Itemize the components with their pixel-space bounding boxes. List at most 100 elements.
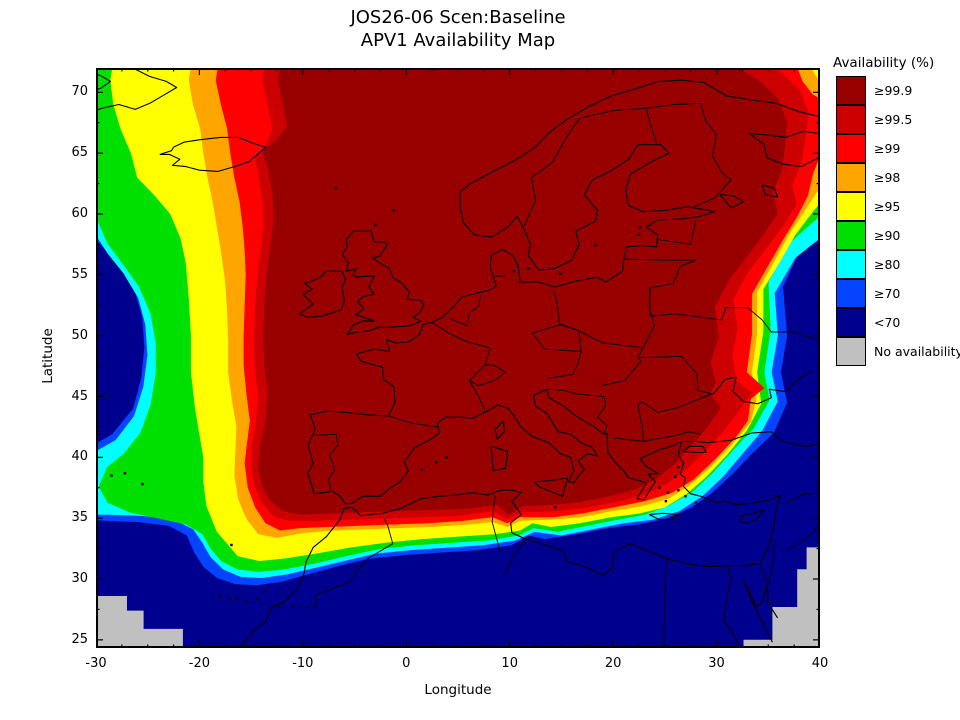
- island-mark: [637, 233, 641, 236]
- x-tick-label: 30: [708, 656, 725, 671]
- island-mark: [228, 597, 231, 600]
- legend-entry: ≥90: [833, 221, 934, 251]
- coastline: [743, 579, 779, 619]
- y-tick-label: 45: [71, 388, 88, 404]
- coastline: [606, 432, 682, 501]
- island-mark: [374, 223, 377, 227]
- country-border: [759, 563, 768, 586]
- legend-entries: ≥99.9 ≥99.5 ≥99 ≥98 ≥95 ≥90 ≥80 ≥70 <70 No availa…: [833, 76, 960, 367]
- island-mark: [684, 495, 687, 498]
- country-border: [650, 307, 819, 341]
- island-mark: [435, 461, 438, 464]
- legend-entry: ≥99: [833, 134, 934, 164]
- coastline: [534, 477, 569, 497]
- island-mark: [445, 456, 448, 459]
- legend-entry: ≥70: [833, 279, 934, 309]
- x-axis-label: Longitude: [424, 682, 492, 698]
- coastline: [723, 565, 741, 648]
- legend-entry: <70: [833, 308, 934, 338]
- country-border: [784, 492, 820, 505]
- island-mark: [256, 597, 259, 600]
- coastline: [96, 74, 112, 90]
- y-tick-label: 40: [71, 449, 88, 465]
- chart-title-line2: APV1 Availability Map: [360, 30, 556, 51]
- coastline: [307, 79, 820, 505]
- legend-label: ≥95: [874, 199, 901, 214]
- coastline: [490, 445, 509, 472]
- island-mark: [244, 600, 248, 604]
- island-mark: [694, 501, 698, 504]
- x-tick-label: 40: [811, 656, 829, 671]
- y-tick-label: 50: [71, 327, 88, 343]
- coastline: [681, 431, 820, 447]
- y-tick-label: 30: [71, 571, 88, 586]
- island-mark: [666, 491, 670, 494]
- legend-swatch: [836, 192, 866, 221]
- legend-entry: ≥99.9: [833, 76, 934, 106]
- island-mark: [141, 482, 144, 486]
- x-tick-label: 0: [402, 656, 411, 671]
- island-mark: [677, 465, 680, 469]
- island-mark: [420, 468, 423, 471]
- country-border: [504, 539, 526, 577]
- y-tick-label: 60: [71, 206, 88, 221]
- no-availability-region: [96, 596, 183, 648]
- island-mark: [594, 244, 597, 247]
- island-mark: [512, 269, 516, 273]
- island-mark: [677, 488, 680, 492]
- coastline: [682, 445, 707, 454]
- legend-entry: No availability: [833, 337, 960, 367]
- country-border: [552, 288, 655, 349]
- legend-title: Availability (%): [833, 55, 935, 71]
- x-tick-label: -10: [292, 656, 314, 671]
- country-border: [648, 259, 697, 317]
- legend-swatch: [836, 279, 866, 308]
- country-border: [693, 103, 732, 208]
- y-tick-label: 25: [71, 631, 88, 647]
- country-border: [623, 258, 696, 261]
- legend-entry: ≥98: [833, 163, 934, 193]
- legend-swatch: [836, 76, 866, 105]
- country-border: [314, 433, 339, 492]
- x-tick-label: 10: [501, 656, 518, 671]
- legend-swatch: [836, 250, 866, 279]
- country-border: [767, 540, 775, 586]
- legend-swatch: [836, 337, 866, 366]
- country-border: [523, 102, 702, 227]
- country-border: [614, 401, 644, 442]
- country-border: [449, 295, 482, 327]
- legend-label: ≥99.5: [874, 112, 913, 127]
- island-mark: [559, 272, 562, 275]
- legend: Availability (%) ≥99.9 ≥99.5 ≥99 ≥98 ≥95 ≥90 ≥…: [833, 55, 960, 367]
- coastline: [742, 579, 773, 643]
- y-tick-label: 70: [71, 84, 88, 100]
- coastline: [299, 270, 346, 318]
- country-border: [663, 559, 668, 646]
- country-border: [657, 220, 697, 245]
- legend-label: ≥90: [874, 228, 901, 243]
- country-border: [640, 397, 703, 413]
- legend-label: ≥80: [874, 257, 901, 272]
- x-tick-label: 20: [604, 656, 622, 671]
- legend-label: ≥99.9: [874, 83, 913, 98]
- y-tick-label: 65: [71, 145, 88, 161]
- legend-swatch: [836, 134, 866, 163]
- legend-swatch: [836, 163, 866, 192]
- y-tick-label: 35: [71, 510, 88, 526]
- legend-entry: ≥99.5: [833, 105, 934, 135]
- coastline: [739, 509, 765, 524]
- country-border: [645, 108, 658, 144]
- country-border: [532, 324, 582, 352]
- country-border: [601, 355, 714, 395]
- legend-label: No availability: [874, 344, 960, 359]
- country-border: [315, 516, 394, 607]
- coastline: [749, 130, 820, 168]
- coastline: [649, 512, 679, 520]
- coastline: [341, 230, 425, 336]
- coastline: [719, 193, 745, 209]
- availability-band-region: [258, 68, 788, 515]
- island-mark: [658, 486, 661, 489]
- map-plot: [96, 68, 820, 648]
- island-mark: [638, 226, 642, 229]
- legend-entry: ≥95: [833, 192, 934, 222]
